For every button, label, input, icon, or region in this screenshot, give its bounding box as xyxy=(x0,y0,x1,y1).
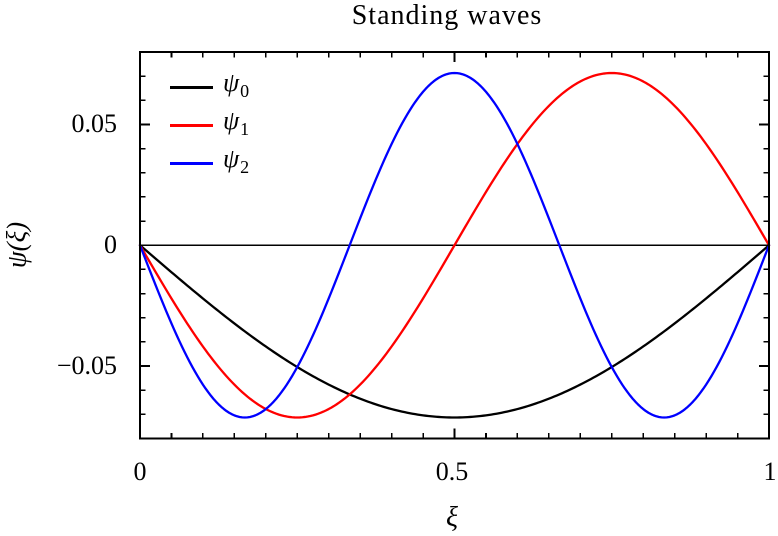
chart-title: Standing waves xyxy=(351,0,543,31)
legend-line-psi1 xyxy=(170,123,213,127)
y-tick-label-0p05: 0.05 xyxy=(71,109,118,138)
legend-line-psi2 xyxy=(170,161,213,165)
legend-label-psi1: ψ1 xyxy=(223,108,249,142)
legend-subscript-psi1: 1 xyxy=(240,119,250,139)
y-tick-label-0: 0 xyxy=(104,230,117,259)
legend-symbol-psi0: ψ xyxy=(223,68,240,97)
curve-psi1 xyxy=(138,71,771,419)
legend-subscript-psi0: 0 xyxy=(240,81,250,101)
legend-symbol-psi1: ψ xyxy=(223,106,240,135)
legend-label-psi2: ψ2 xyxy=(223,146,249,180)
curve-psi0 xyxy=(138,244,771,419)
legend-entry-psi2: ψ2 xyxy=(170,145,249,181)
x-tick-label-1: 1 xyxy=(763,457,777,486)
legend-line-psi0 xyxy=(170,85,213,89)
y-axis-label: ψ(ξ) xyxy=(1,221,32,269)
legend-subscript-psi2: 2 xyxy=(240,157,250,177)
legend-entry-psi1: ψ1 xyxy=(170,107,249,143)
x-axis-label: ξ xyxy=(446,502,458,533)
x-tick-label-0: 0 xyxy=(133,457,147,486)
legend-label-psi0: ψ0 xyxy=(223,70,249,104)
x-tick-label-0p5: 0.5 xyxy=(435,457,469,486)
curve-psi2 xyxy=(138,71,771,419)
legend-entry-psi0: ψ0 xyxy=(170,69,249,105)
legend-symbol-psi2: ψ xyxy=(223,144,240,173)
y-tick-label-neg0p05: −0.05 xyxy=(56,351,117,380)
